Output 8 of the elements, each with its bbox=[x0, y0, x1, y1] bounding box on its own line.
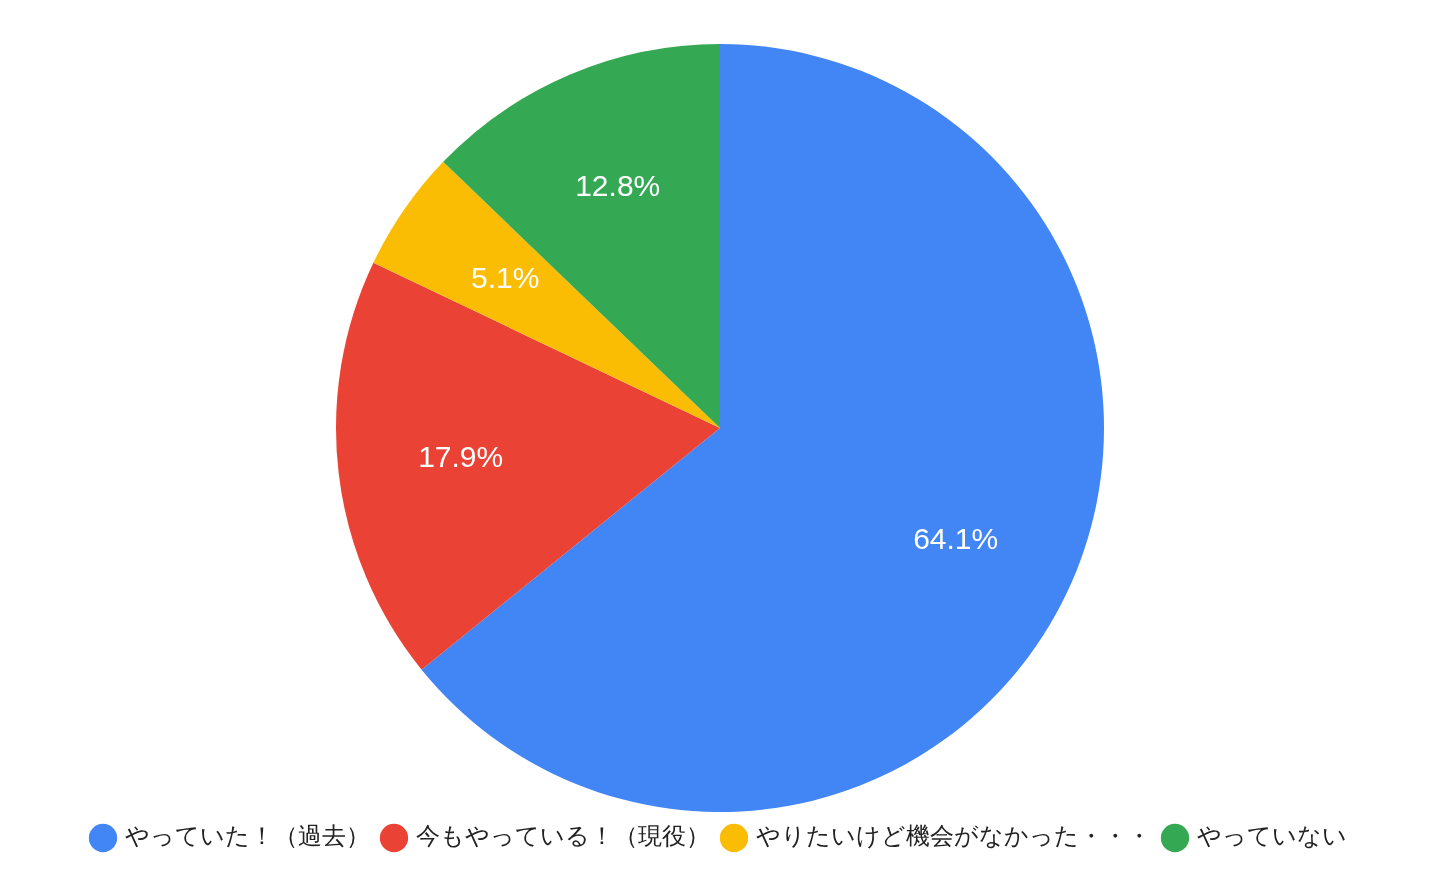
legend-label: やっていない bbox=[1197, 822, 1347, 851]
data-label: 12.8% bbox=[575, 169, 661, 203]
legend-label: 今もやっている！（現役） bbox=[416, 822, 710, 851]
data-label: 17.9% bbox=[418, 439, 504, 473]
data-label: 5.1% bbox=[471, 260, 540, 294]
data-label: 64.1% bbox=[913, 521, 999, 555]
legend-label: やっていた！（過去） bbox=[125, 822, 370, 851]
legend-label: やりたいけど機会がなかった・・・ bbox=[756, 822, 1151, 851]
